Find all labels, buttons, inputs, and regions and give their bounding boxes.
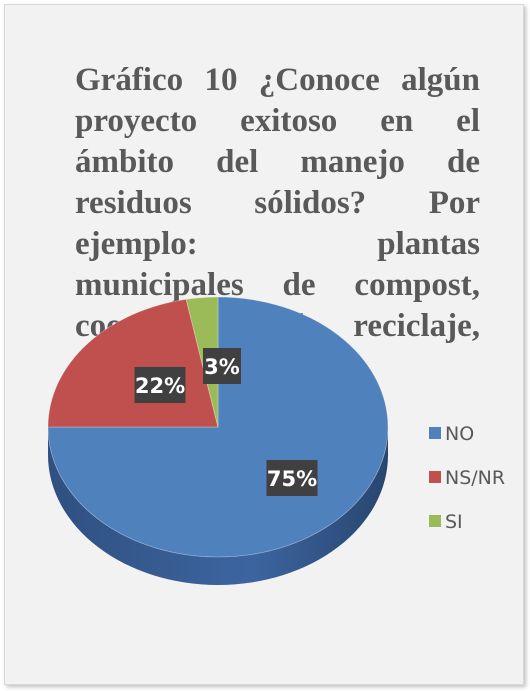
svg-text:NS/NR: NS/NR: [445, 467, 505, 489]
legend-item-si: SI: [429, 511, 463, 533]
pie-slice-si: [185, 296, 219, 428]
data-label-si: 3%: [203, 348, 241, 384]
data-label-ns-nr: 22%: [134, 367, 186, 403]
legend-item-no: NO: [429, 423, 474, 445]
svg-text:SI: SI: [445, 511, 463, 533]
svg-text:3%: 3%: [204, 355, 240, 379]
data-label-no: 75%: [266, 460, 318, 496]
svg-text:NO: NO: [445, 423, 474, 445]
svg-text:75%: 75%: [267, 467, 317, 491]
pie-side-no: [48, 427, 388, 585]
svg-text:22%: 22%: [135, 374, 185, 398]
legend-item-ns-nr: NS/NR: [429, 467, 505, 489]
